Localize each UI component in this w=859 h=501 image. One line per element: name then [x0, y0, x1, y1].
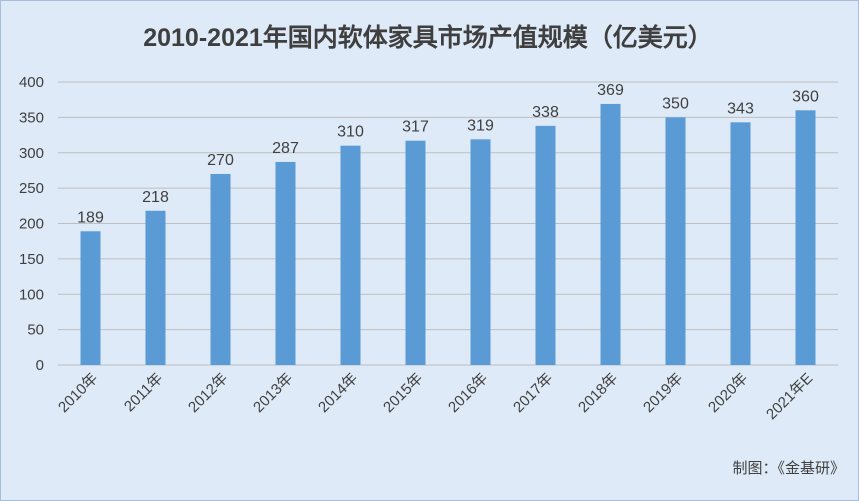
x-tick-label: 2012年	[185, 370, 231, 416]
x-tick-label: 2010年	[55, 370, 101, 416]
bar	[600, 103, 621, 366]
data-label: 338	[532, 104, 559, 121]
data-label: 350	[662, 95, 689, 112]
bar	[795, 110, 816, 365]
y-axis-ticks: 0 50 100 150 200 250 300 350 400	[19, 74, 44, 374]
bar	[340, 145, 361, 365]
gridlines	[58, 81, 838, 366]
data-label: 218	[142, 189, 169, 206]
x-tick-label: 2020年	[705, 370, 751, 416]
y-tick-label: 200	[19, 216, 44, 233]
bars	[80, 103, 816, 366]
data-label: 319	[467, 117, 494, 134]
y-tick-label: 350	[19, 109, 44, 126]
data-labels: 189 218 270 287 310 317 319 338 369 350 343 360	[77, 82, 819, 226]
bar	[665, 117, 686, 365]
x-tick-label: 2013年	[250, 370, 296, 416]
data-label: 189	[77, 209, 104, 226]
x-tick-label: 2011年	[121, 370, 166, 415]
y-tick-label: 250	[19, 180, 44, 197]
bar	[275, 161, 296, 365]
x-tick-label: 2019年	[640, 370, 686, 416]
bar	[535, 125, 556, 366]
bar	[210, 173, 231, 365]
data-label: 287	[272, 140, 299, 157]
bar	[405, 140, 426, 365]
data-label: 270	[207, 152, 234, 169]
data-label: 369	[597, 82, 624, 99]
y-tick-label: 150	[19, 251, 44, 268]
x-tick-label: 2018年	[575, 370, 621, 416]
chart-credit: 制图：《金基研》	[732, 460, 845, 477]
y-tick-label: 400	[19, 74, 44, 91]
y-tick-label: 100	[19, 286, 44, 303]
x-tick-label: 2016年	[445, 370, 491, 416]
data-label: 343	[727, 100, 754, 117]
data-label: 317	[402, 119, 429, 136]
x-tick-label: 2021年E	[763, 370, 816, 423]
data-label: 360	[792, 88, 819, 105]
y-tick-label: 300	[19, 145, 44, 162]
x-axis-ticks: 2010年 2011年 2012年 2013年 2014年 2015年 2016年 2017年…	[55, 370, 816, 423]
bar	[470, 139, 491, 365]
x-tick-label: 2014年	[315, 370, 361, 416]
bar	[730, 122, 751, 365]
x-tick-label: 2015年	[380, 370, 426, 416]
chart-title: 2010-2021年国内软体家具市场产值规模（亿美元）	[143, 23, 713, 52]
x-tick-label: 2017年	[510, 370, 556, 416]
data-label: 310	[337, 124, 364, 141]
y-tick-label: 50	[27, 322, 44, 339]
y-tick-label: 0	[36, 357, 44, 374]
bar	[145, 210, 166, 365]
bar	[80, 231, 101, 365]
